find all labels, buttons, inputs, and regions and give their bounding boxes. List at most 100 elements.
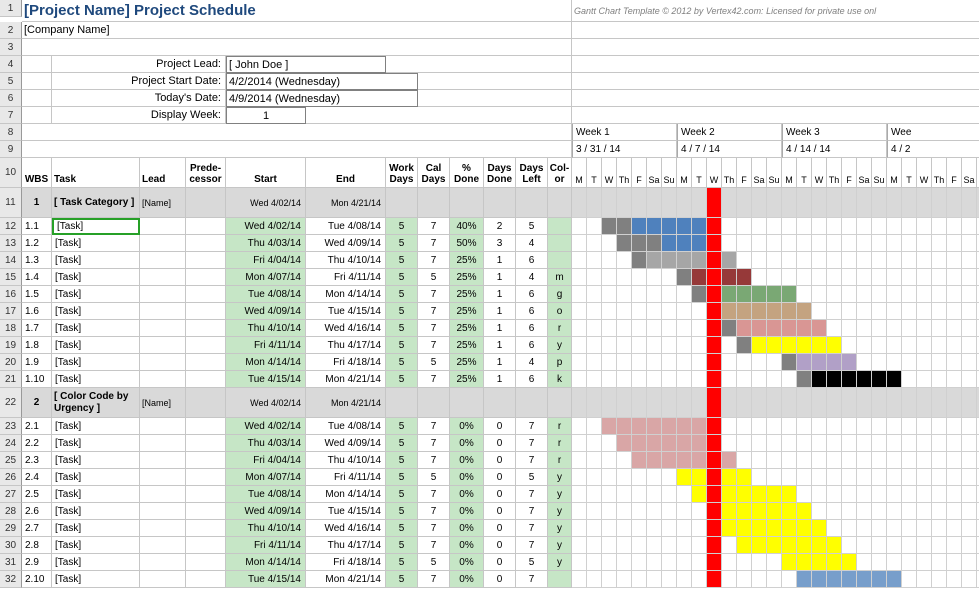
- gantt-day-cell[interactable]: [812, 452, 827, 469]
- gantt-day-cell[interactable]: [617, 571, 632, 588]
- gantt-day-cell[interactable]: [587, 188, 602, 218]
- gantt-day-cell[interactable]: [677, 252, 692, 269]
- gantt-day-cell[interactable]: [617, 452, 632, 469]
- task-end[interactable]: Fri 4/18/14: [306, 354, 386, 371]
- gantt-day-cell[interactable]: [767, 269, 782, 286]
- gantt-day-cell[interactable]: [962, 418, 977, 435]
- gantt-day-cell[interactable]: [602, 452, 617, 469]
- gantt-day-cell[interactable]: [737, 269, 752, 286]
- task-color[interactable]: r: [548, 320, 572, 337]
- gantt-day-cell[interactable]: [962, 469, 977, 486]
- gantt-day-cell[interactable]: [572, 337, 587, 354]
- task-daysleft[interactable]: 5: [516, 218, 548, 235]
- task-caldays[interactable]: 7: [418, 503, 450, 520]
- gantt-day-cell[interactable]: [842, 218, 857, 235]
- gantt-day-cell[interactable]: [827, 320, 842, 337]
- gantt-day-cell[interactable]: [647, 418, 662, 435]
- gantt-day-cell[interactable]: [617, 303, 632, 320]
- gantt-day-cell[interactable]: [707, 537, 722, 554]
- task-pctdone[interactable]: 25%: [450, 354, 484, 371]
- task-caldays[interactable]: 5: [418, 554, 450, 571]
- gantt-day-cell[interactable]: [647, 337, 662, 354]
- task-end[interactable]: Thu 4/10/14: [306, 452, 386, 469]
- row-number[interactable]: 19: [0, 337, 22, 354]
- gantt-day-cell[interactable]: [602, 520, 617, 537]
- gantt-day-cell[interactable]: [782, 452, 797, 469]
- task-start[interactable]: Thu 4/03/14: [226, 435, 306, 452]
- gantt-day-cell[interactable]: [827, 520, 842, 537]
- gantt-day-cell[interactable]: [842, 235, 857, 252]
- task-daysdone[interactable]: 1: [484, 320, 516, 337]
- gantt-day-cell[interactable]: [857, 286, 872, 303]
- gantt-day-cell[interactable]: [647, 188, 662, 218]
- row-number[interactable]: 25: [0, 452, 22, 469]
- gantt-day-cell[interactable]: [827, 371, 842, 388]
- gantt-day-cell[interactable]: [947, 452, 962, 469]
- gantt-day-cell[interactable]: [602, 537, 617, 554]
- gantt-day-cell[interactable]: [662, 452, 677, 469]
- task-workdays[interactable]: 5: [386, 371, 418, 388]
- gantt-day-cell[interactable]: [932, 320, 947, 337]
- gantt-day-cell[interactable]: [587, 503, 602, 520]
- gantt-day-cell[interactable]: [782, 469, 797, 486]
- task-color[interactable]: r: [548, 452, 572, 469]
- gantt-day-cell[interactable]: [857, 503, 872, 520]
- gantt-day-cell[interactable]: [842, 388, 857, 418]
- gantt-day-cell[interactable]: [842, 554, 857, 571]
- gantt-day-cell[interactable]: [947, 554, 962, 571]
- task-caldays[interactable]: 7: [418, 571, 450, 588]
- task-caldays[interactable]: 5: [418, 269, 450, 286]
- gantt-day-cell[interactable]: [752, 554, 767, 571]
- task-color[interactable]: y: [548, 503, 572, 520]
- task-daysleft[interactable]: 7: [516, 520, 548, 537]
- task-wbs[interactable]: 1.7: [22, 320, 52, 337]
- task-daysdone[interactable]: 1: [484, 303, 516, 320]
- task-wbs[interactable]: 2.7: [22, 520, 52, 537]
- gantt-day-cell[interactable]: [737, 469, 752, 486]
- task-wbs[interactable]: 1.6: [22, 303, 52, 320]
- gantt-day-cell[interactable]: [767, 469, 782, 486]
- task-daysleft[interactable]: 5: [516, 469, 548, 486]
- gantt-day-cell[interactable]: [782, 218, 797, 235]
- gantt-day-cell[interactable]: [962, 452, 977, 469]
- gantt-day-cell[interactable]: [947, 418, 962, 435]
- task-workdays[interactable]: 5: [386, 418, 418, 435]
- gantt-day-cell[interactable]: [692, 235, 707, 252]
- column-header-wbs[interactable]: WBS: [22, 158, 52, 188]
- gantt-day-cell[interactable]: [692, 435, 707, 452]
- gantt-day-cell[interactable]: [587, 354, 602, 371]
- gantt-day-cell[interactable]: [587, 469, 602, 486]
- task-end[interactable]: Wed 4/16/14: [306, 520, 386, 537]
- gantt-day-cell[interactable]: [647, 252, 662, 269]
- gantt-day-cell[interactable]: [632, 571, 647, 588]
- gantt-day-cell[interactable]: [662, 469, 677, 486]
- gantt-day-cell[interactable]: [857, 303, 872, 320]
- task-color[interactable]: y: [548, 537, 572, 554]
- category-end[interactable]: Mon 4/21/14: [306, 188, 386, 218]
- gantt-day-cell[interactable]: [677, 354, 692, 371]
- gantt-day-cell[interactable]: [827, 286, 842, 303]
- gantt-day-cell[interactable]: [737, 320, 752, 337]
- gantt-day-cell[interactable]: [707, 520, 722, 537]
- task-start[interactable]: Thu 4/03/14: [226, 235, 306, 252]
- task-wbs[interactable]: 1.1: [22, 218, 52, 235]
- row-number[interactable]: 9: [0, 141, 22, 158]
- task-workdays[interactable]: 5: [386, 303, 418, 320]
- task-daysleft[interactable]: 6: [516, 252, 548, 269]
- task-predecessor[interactable]: [186, 320, 226, 337]
- gantt-day-cell[interactable]: [602, 235, 617, 252]
- task-lead[interactable]: [140, 418, 186, 435]
- gantt-day-cell[interactable]: [797, 337, 812, 354]
- row-number[interactable]: 26: [0, 469, 22, 486]
- row-number[interactable]: 13: [0, 235, 22, 252]
- gantt-day-cell[interactable]: [707, 269, 722, 286]
- gantt-day-cell[interactable]: [947, 286, 962, 303]
- task-lead[interactable]: [140, 354, 186, 371]
- gantt-day-cell[interactable]: [692, 503, 707, 520]
- gantt-day-cell[interactable]: [887, 537, 902, 554]
- gantt-day-cell[interactable]: [917, 537, 932, 554]
- task-pctdone[interactable]: 25%: [450, 303, 484, 320]
- gantt-day-cell[interactable]: [872, 452, 887, 469]
- gantt-day-cell[interactable]: [677, 486, 692, 503]
- task-pctdone[interactable]: 25%: [450, 252, 484, 269]
